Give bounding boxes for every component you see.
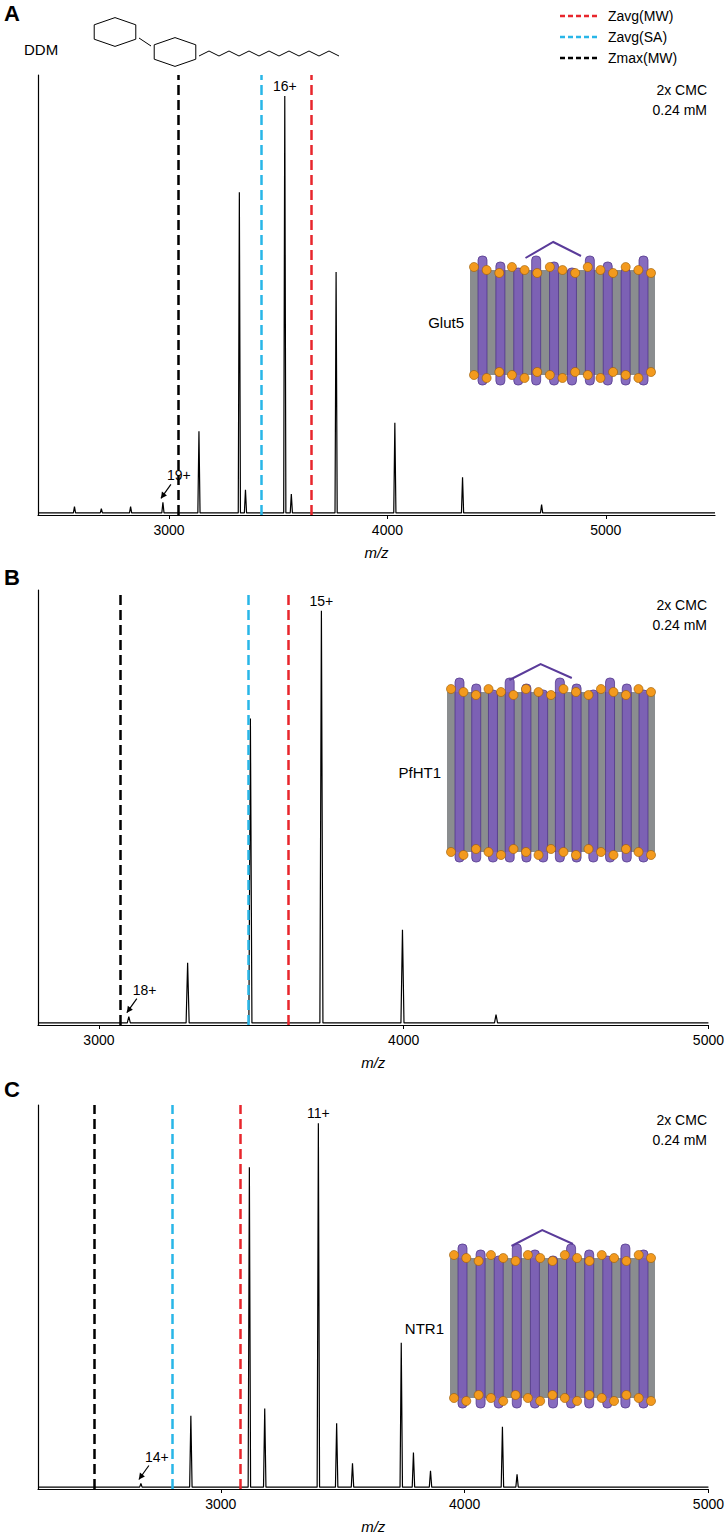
svg-text:2x CMC: 2x CMC xyxy=(656,1112,707,1128)
svg-text:18+: 18+ xyxy=(133,982,157,998)
svg-text:Zavg(SA): Zavg(SA) xyxy=(608,29,667,45)
svg-text:m/z: m/z xyxy=(361,1518,386,1535)
svg-text:5000: 5000 xyxy=(693,1496,724,1512)
svg-text:0.24 mM: 0.24 mM xyxy=(653,102,707,118)
svg-text:Zmax(MW): Zmax(MW) xyxy=(608,50,677,66)
svg-text:4000: 4000 xyxy=(388,1032,419,1048)
svg-text:4000: 4000 xyxy=(372,522,403,538)
svg-text:2x CMC: 2x CMC xyxy=(656,82,707,98)
svg-text:0.24 mM: 0.24 mM xyxy=(653,1132,707,1148)
svg-text:C: C xyxy=(4,1077,20,1102)
svg-text:PfHT1: PfHT1 xyxy=(398,764,441,781)
svg-text:15+: 15+ xyxy=(310,593,334,609)
svg-text:2x CMC: 2x CMC xyxy=(656,597,707,613)
svg-text:Glut5: Glut5 xyxy=(428,314,464,331)
svg-text:Zavg(MW): Zavg(MW) xyxy=(608,8,673,24)
svg-text:DDM: DDM xyxy=(24,41,58,58)
svg-text:NTR1: NTR1 xyxy=(405,1320,444,1337)
svg-text:14+: 14+ xyxy=(145,1449,169,1465)
svg-text:5000: 5000 xyxy=(590,522,621,538)
svg-text:m/z: m/z xyxy=(364,544,389,561)
svg-text:5000: 5000 xyxy=(693,1032,724,1048)
svg-text:16+: 16+ xyxy=(273,78,297,94)
svg-text:3000: 3000 xyxy=(83,1032,114,1048)
svg-text:A: A xyxy=(4,1,20,26)
svg-text:B: B xyxy=(4,565,20,590)
svg-text:3000: 3000 xyxy=(153,522,184,538)
svg-text:4000: 4000 xyxy=(449,1496,480,1512)
svg-text:m/z: m/z xyxy=(361,1054,386,1071)
svg-text:11+: 11+ xyxy=(307,1105,330,1121)
svg-text:0.24 mM: 0.24 mM xyxy=(653,617,707,633)
svg-text:19+: 19+ xyxy=(167,467,191,483)
svg-text:3000: 3000 xyxy=(205,1496,236,1512)
